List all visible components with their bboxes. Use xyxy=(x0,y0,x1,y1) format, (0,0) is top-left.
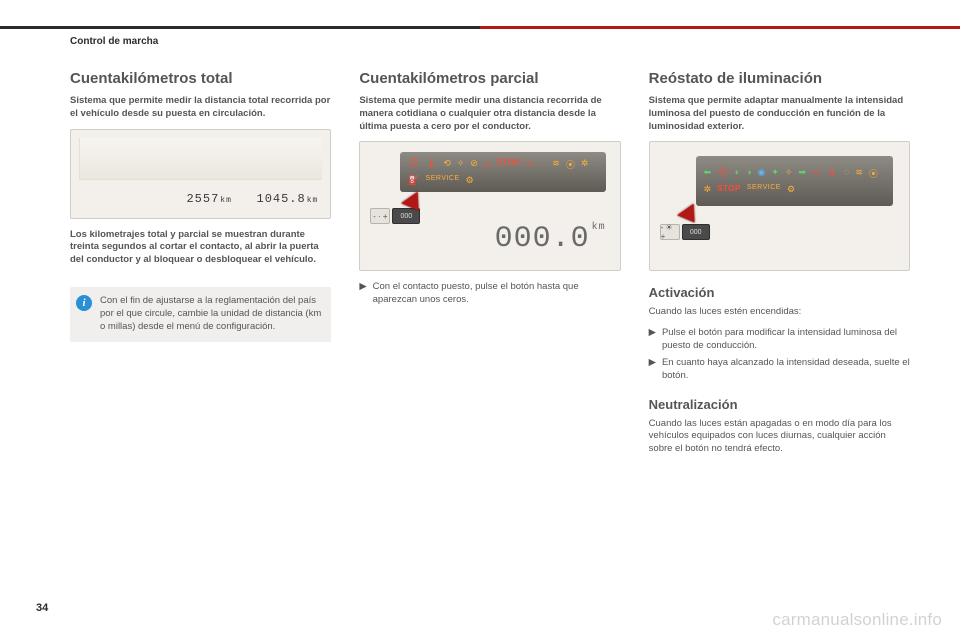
highbeam-icon: ◉ xyxy=(758,167,766,180)
column-trip-odometer: Cuentakilómetros parcial Sistema que per… xyxy=(359,70,620,600)
top-bar-dark xyxy=(0,26,480,29)
engine-icon: ⚙ xyxy=(466,175,474,186)
sidelight-icon: ◑ xyxy=(746,167,751,180)
activation-bullet-1: ▶ Pulse el botón para modificar la inten… xyxy=(649,327,910,353)
stop-label: STOP xyxy=(497,158,521,171)
section-header-label: Control de marcha xyxy=(70,36,158,47)
subtitle-neutralization: Neutralización xyxy=(649,397,910,412)
trip-value: 000.0 xyxy=(495,222,590,256)
washer-icon: ⦿ xyxy=(566,158,575,171)
top-bar-red xyxy=(480,26,960,29)
activation-bullet-2: ▶ En cuanto haya alcanzado la intensidad… xyxy=(649,357,910,383)
odometer-value-1: 2557 xyxy=(186,192,219,206)
title-trip-odometer: Cuentakilómetros parcial xyxy=(359,70,620,87)
warning-light-strip-rheo: ⬅ ⛑ ◐ ◑ ◉ ✦ ✧ ➡ ▭ 🌡 ◌ ≋ ⦿ ✲ STOP SERVICE… xyxy=(696,156,893,206)
neutralization-text: Cuando las luces están apagadas o en mod… xyxy=(649,418,910,456)
activation-lead: Cuando las luces estén encendidas: xyxy=(649,306,910,319)
top-accent-bar xyxy=(0,26,960,29)
odometer-unit-2: km xyxy=(307,196,319,205)
info-box-units: i Con el fin de ajustarse a la reglament… xyxy=(70,287,331,341)
column-rheostat: Reóstato de iluminación Sistema que perm… xyxy=(649,70,910,600)
bullet-marker-icon: ▶ xyxy=(649,357,656,383)
trip-adjust-button[interactable]: - · + xyxy=(370,208,390,224)
subtitle-activation: Activación xyxy=(649,285,910,300)
odometer-value-2: 1045.8 xyxy=(257,192,306,206)
esp-icon: ⟲ xyxy=(443,158,451,171)
figure-total-odometer: 2557km 1045.8km xyxy=(70,129,331,219)
turn-left-icon: ⬅ xyxy=(704,167,712,180)
rheostat-adjust-button[interactable]: - ☀ + xyxy=(660,224,680,240)
trip-unit: km xyxy=(592,222,606,233)
after-figure-text: Los kilometrajes total y parcial se mues… xyxy=(70,229,331,267)
trip-readout: 000.0km xyxy=(495,222,606,256)
abs-icon: ✧ xyxy=(457,158,465,171)
engine-icon-rheo: ⚙ xyxy=(787,184,795,195)
temp-icon: 🌡 xyxy=(827,167,838,180)
column-total-odometer: Cuentakilómetros total Sistema que permi… xyxy=(70,70,331,600)
battery-icon: ▭ xyxy=(526,158,535,171)
activation-bullet-2-text: En cuanto haya alcanzado la intensidad d… xyxy=(662,357,910,383)
page-number: 34 xyxy=(36,602,48,614)
fogfront-icon: ✦ xyxy=(771,167,779,180)
stop-label-rheo: STOP xyxy=(717,184,741,195)
figure-rheostat: ⬅ ⛑ ◐ ◑ ◉ ✦ ✧ ➡ ▭ 🌡 ◌ ≋ ⦿ ✲ STOP SERVICE… xyxy=(649,141,910,271)
intro-trip-odometer: Sistema que permite medir una distancia … xyxy=(359,95,620,133)
coolant-icon: ≋ xyxy=(552,158,560,171)
airbag-icon: ✲ xyxy=(581,158,589,171)
figure-trip-odometer: ⛑ 🌡 ⟲ ✧ ⊘ △ STOP ▭ ◌ ≋ ⦿ ✲ ⛽ SERVICE ⚙ -… xyxy=(359,141,620,271)
info-icon: i xyxy=(76,295,92,311)
odometer-panel-shape xyxy=(79,138,322,180)
seatbelt-icon: ⛑ xyxy=(717,167,728,180)
odometer-unit-1: km xyxy=(220,196,232,205)
bullet-marker-icon: ▶ xyxy=(649,327,656,353)
oil-icon: ◌ xyxy=(844,167,849,180)
watermark-text: carmanualsonline.info xyxy=(772,610,942,630)
info-box-text: Con el fin de ajustarse a la reglamentac… xyxy=(100,295,321,332)
odometer-readouts: 2557km 1045.8km xyxy=(186,192,318,206)
coolant-icon: ≋ xyxy=(855,167,863,180)
fogrear-icon: ✧ xyxy=(785,167,793,180)
airbag-icon: ✲ xyxy=(704,184,712,195)
battery-icon: ▭ xyxy=(812,167,821,180)
warn-icon: △ xyxy=(484,158,491,171)
washer-icon: ⦿ xyxy=(869,167,878,180)
title-total-odometer: Cuentakilómetros total xyxy=(70,70,331,87)
service-label: SERVICE xyxy=(426,175,460,186)
warning-light-strip: ⛑ 🌡 ⟲ ✧ ⊘ △ STOP ▭ ◌ ≋ ⦿ ✲ ⛽ SERVICE ⚙ xyxy=(400,152,605,192)
activation-bullet-1-text: Pulse el botón para modificar la intensi… xyxy=(662,327,910,353)
brake-icon: ⊘ xyxy=(470,158,478,171)
temp-icon: 🌡 xyxy=(426,158,437,171)
service-label-rheo: SERVICE xyxy=(747,184,781,195)
seatbelt-icon: ⛑ xyxy=(408,158,419,171)
trip-instruction-text: Con el contacto puesto, pulse el botón h… xyxy=(373,281,621,307)
title-rheostat: Reóstato de iluminación xyxy=(649,70,910,87)
intro-rheostat: Sistema que permite adaptar manualmente … xyxy=(649,95,910,133)
oil-icon: ◌ xyxy=(541,158,546,171)
lowbeam-icon: ◐ xyxy=(735,167,740,180)
fuel-icon: ⛽ xyxy=(408,175,419,186)
intro-total-odometer: Sistema que permite medir la distancia t… xyxy=(70,95,331,121)
trip-instruction-bullet: ▶ Con el contacto puesto, pulse el botón… xyxy=(359,281,620,307)
turn-right-icon: ➡ xyxy=(798,167,806,180)
page-content: Cuentakilómetros total Sistema que permi… xyxy=(70,70,910,600)
bullet-marker-icon: ▶ xyxy=(359,281,366,307)
